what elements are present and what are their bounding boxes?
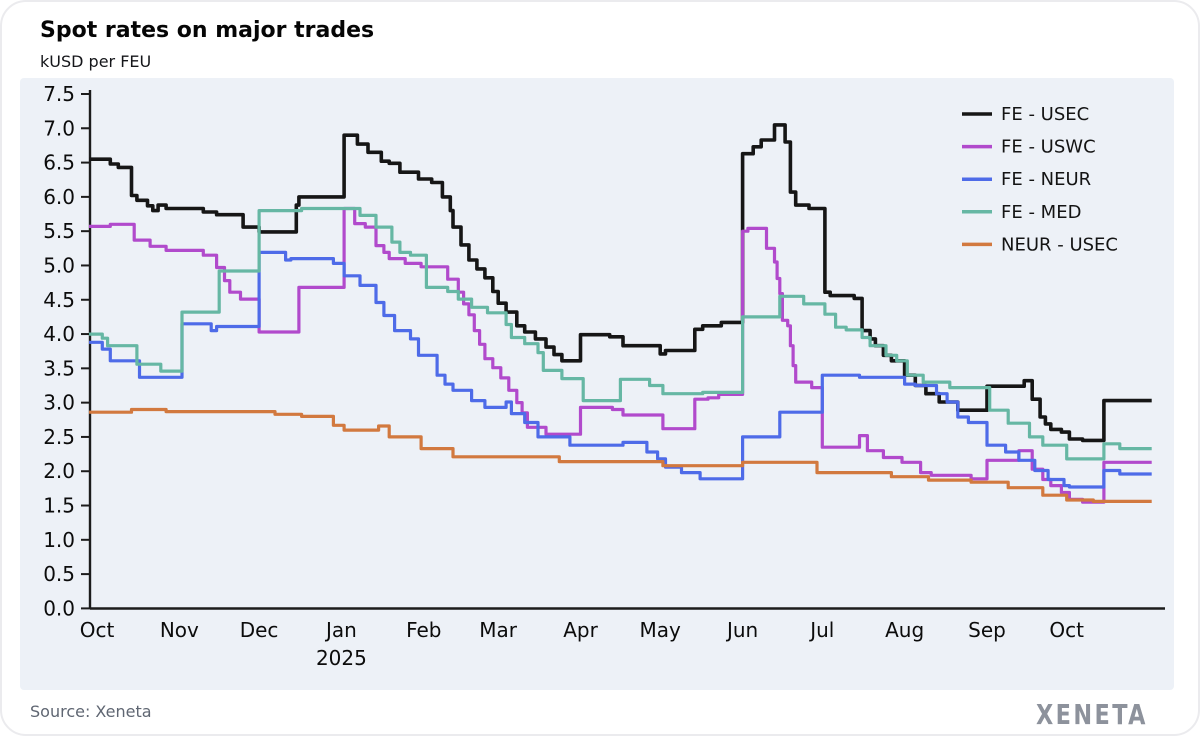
- legend-label: FE - NEUR: [1001, 169, 1091, 190]
- plot-background: [20, 78, 1174, 690]
- y-axis-label: 3.0: [43, 391, 75, 415]
- x-axis-label: Apr: [563, 618, 598, 642]
- y-axis-label: 7.5: [43, 82, 75, 106]
- series-line-fe-med: [89, 206, 1152, 461]
- y-axis-label: 2.0: [43, 459, 75, 483]
- x-axis-label: Oct: [80, 618, 115, 642]
- y-axis-label: 6.5: [43, 151, 75, 175]
- x-axis-label: May: [640, 618, 682, 642]
- legend-label: FE - USEC: [1001, 104, 1089, 125]
- chart-unit-label: kUSD per FEU: [40, 52, 152, 71]
- x-axis-label: Dec: [240, 618, 279, 642]
- y-axis-label: 4.5: [43, 288, 75, 312]
- legend-label: FE - USWC: [1001, 137, 1096, 158]
- x-axis-label: Jun: [725, 618, 758, 642]
- y-axis-label: 7.0: [43, 116, 75, 140]
- source-label: Source: Xeneta: [30, 702, 152, 721]
- x-axis-label: Jul: [808, 618, 834, 642]
- x-axis-label: Oct: [1049, 618, 1084, 642]
- y-axis-label: 0.0: [43, 596, 75, 620]
- y-axis-label: 4.0: [43, 322, 75, 346]
- y-axis-label: 3.5: [43, 356, 75, 380]
- x-axis-label: Mar: [479, 618, 518, 642]
- legend-label: NEUR - USEC: [1001, 234, 1118, 255]
- y-axis-label: 5.5: [43, 219, 75, 243]
- page-title: Spot rates on major trades: [40, 18, 375, 43]
- x-axis-label: Sep: [968, 618, 1006, 642]
- series-line-neur-usec: [89, 407, 1152, 503]
- y-axis-label: 1.5: [43, 494, 75, 518]
- series-line-fe-neur: [89, 250, 1152, 489]
- y-axis-label: 2.5: [43, 425, 75, 449]
- legend-label: FE - MED: [1001, 202, 1081, 223]
- y-axis-label: 6.0: [43, 185, 75, 209]
- x-axis-year-label: 2025: [316, 646, 367, 670]
- y-axis-label: 1.0: [43, 528, 75, 552]
- y-axis-label: 5.0: [43, 253, 75, 277]
- x-axis-label: Aug: [885, 618, 924, 642]
- x-axis-label: Nov: [160, 618, 199, 642]
- xeneta-logo: XENETA: [1036, 698, 1148, 731]
- x-axis-label: Jan: [324, 618, 357, 642]
- x-axis-label: Feb: [406, 618, 441, 642]
- y-axis-label: 0.5: [43, 562, 75, 586]
